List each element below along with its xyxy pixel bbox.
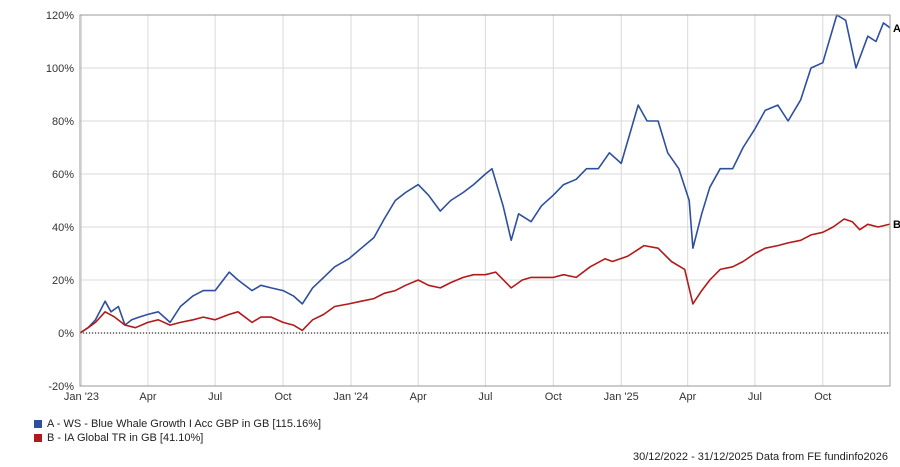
x-tick-label: Oct [274, 391, 291, 403]
x-tick-label: Apr [410, 391, 427, 403]
y-tick-label: 0% [58, 328, 74, 340]
x-tick-label: Apr [679, 391, 696, 403]
date-range: 30/12/2022 - 31/12/2025 [632, 451, 753, 463]
x-tick-label: Jan '25 [604, 391, 639, 403]
y-tick-label: 60% [52, 169, 74, 181]
x-axis-ticks: Jan '23 Apr Jul Oct Jan '24 Apr Jul Oct Jan '25 A… [64, 391, 831, 403]
x-tick-label: Jul [208, 391, 222, 403]
y-tick-label: 20% [52, 275, 74, 287]
series-end-labels: AB [893, 23, 900, 231]
series-lines [79, 14, 891, 334]
footer: 30/12/2022 - 31/12/2025 Data from FE fun… [633, 451, 888, 463]
x-tick-label: Jul [748, 391, 762, 403]
data-source: Data from FE fundinfo2026 [755, 451, 888, 463]
x-tick-label: Oct [814, 391, 831, 403]
x-tick-label: Oct [545, 391, 562, 403]
x-tick-label: Jul [478, 391, 492, 403]
plot-frame [79, 14, 891, 387]
legend-label-a: A - WS - Blue Whale Growth I Acc GBP in … [47, 418, 322, 430]
series-line-a [79, 14, 891, 334]
legend-item-b: B - IA Global TR in GB [41.10%] [34, 431, 321, 445]
line-chart: -20% 0% 20% 40% 60% 80% 100% 120% Jan '23 Apr Jul… [46, 10, 900, 403]
legend-label-b: B - IA Global TR in GB [41.10%] [47, 432, 204, 444]
legend-swatch-b [34, 434, 42, 442]
x-tick-label: Jan '24 [333, 391, 368, 403]
legend: A - WS - Blue Whale Growth I Acc GBP in … [34, 417, 321, 445]
series-end-label-b: B [893, 219, 900, 231]
series-end-label-a: A [893, 23, 900, 35]
legend-item-a: A - WS - Blue Whale Growth I Acc GBP in … [34, 417, 321, 431]
y-axis-ticks: -20% 0% 20% 40% 60% 80% 100% 120% [46, 10, 74, 393]
y-tick-label: 40% [52, 222, 74, 234]
y-tick-label: 80% [52, 116, 74, 128]
series-line-b [79, 218, 891, 334]
y-tick-label: 120% [46, 10, 74, 22]
x-tick-label: Jan '23 [64, 391, 99, 403]
y-tick-label: -20% [48, 381, 74, 393]
legend-swatch-a [34, 420, 42, 428]
x-tick-label: Apr [139, 391, 156, 403]
y-tick-label: 100% [46, 63, 74, 75]
grid [80, 14, 890, 387]
